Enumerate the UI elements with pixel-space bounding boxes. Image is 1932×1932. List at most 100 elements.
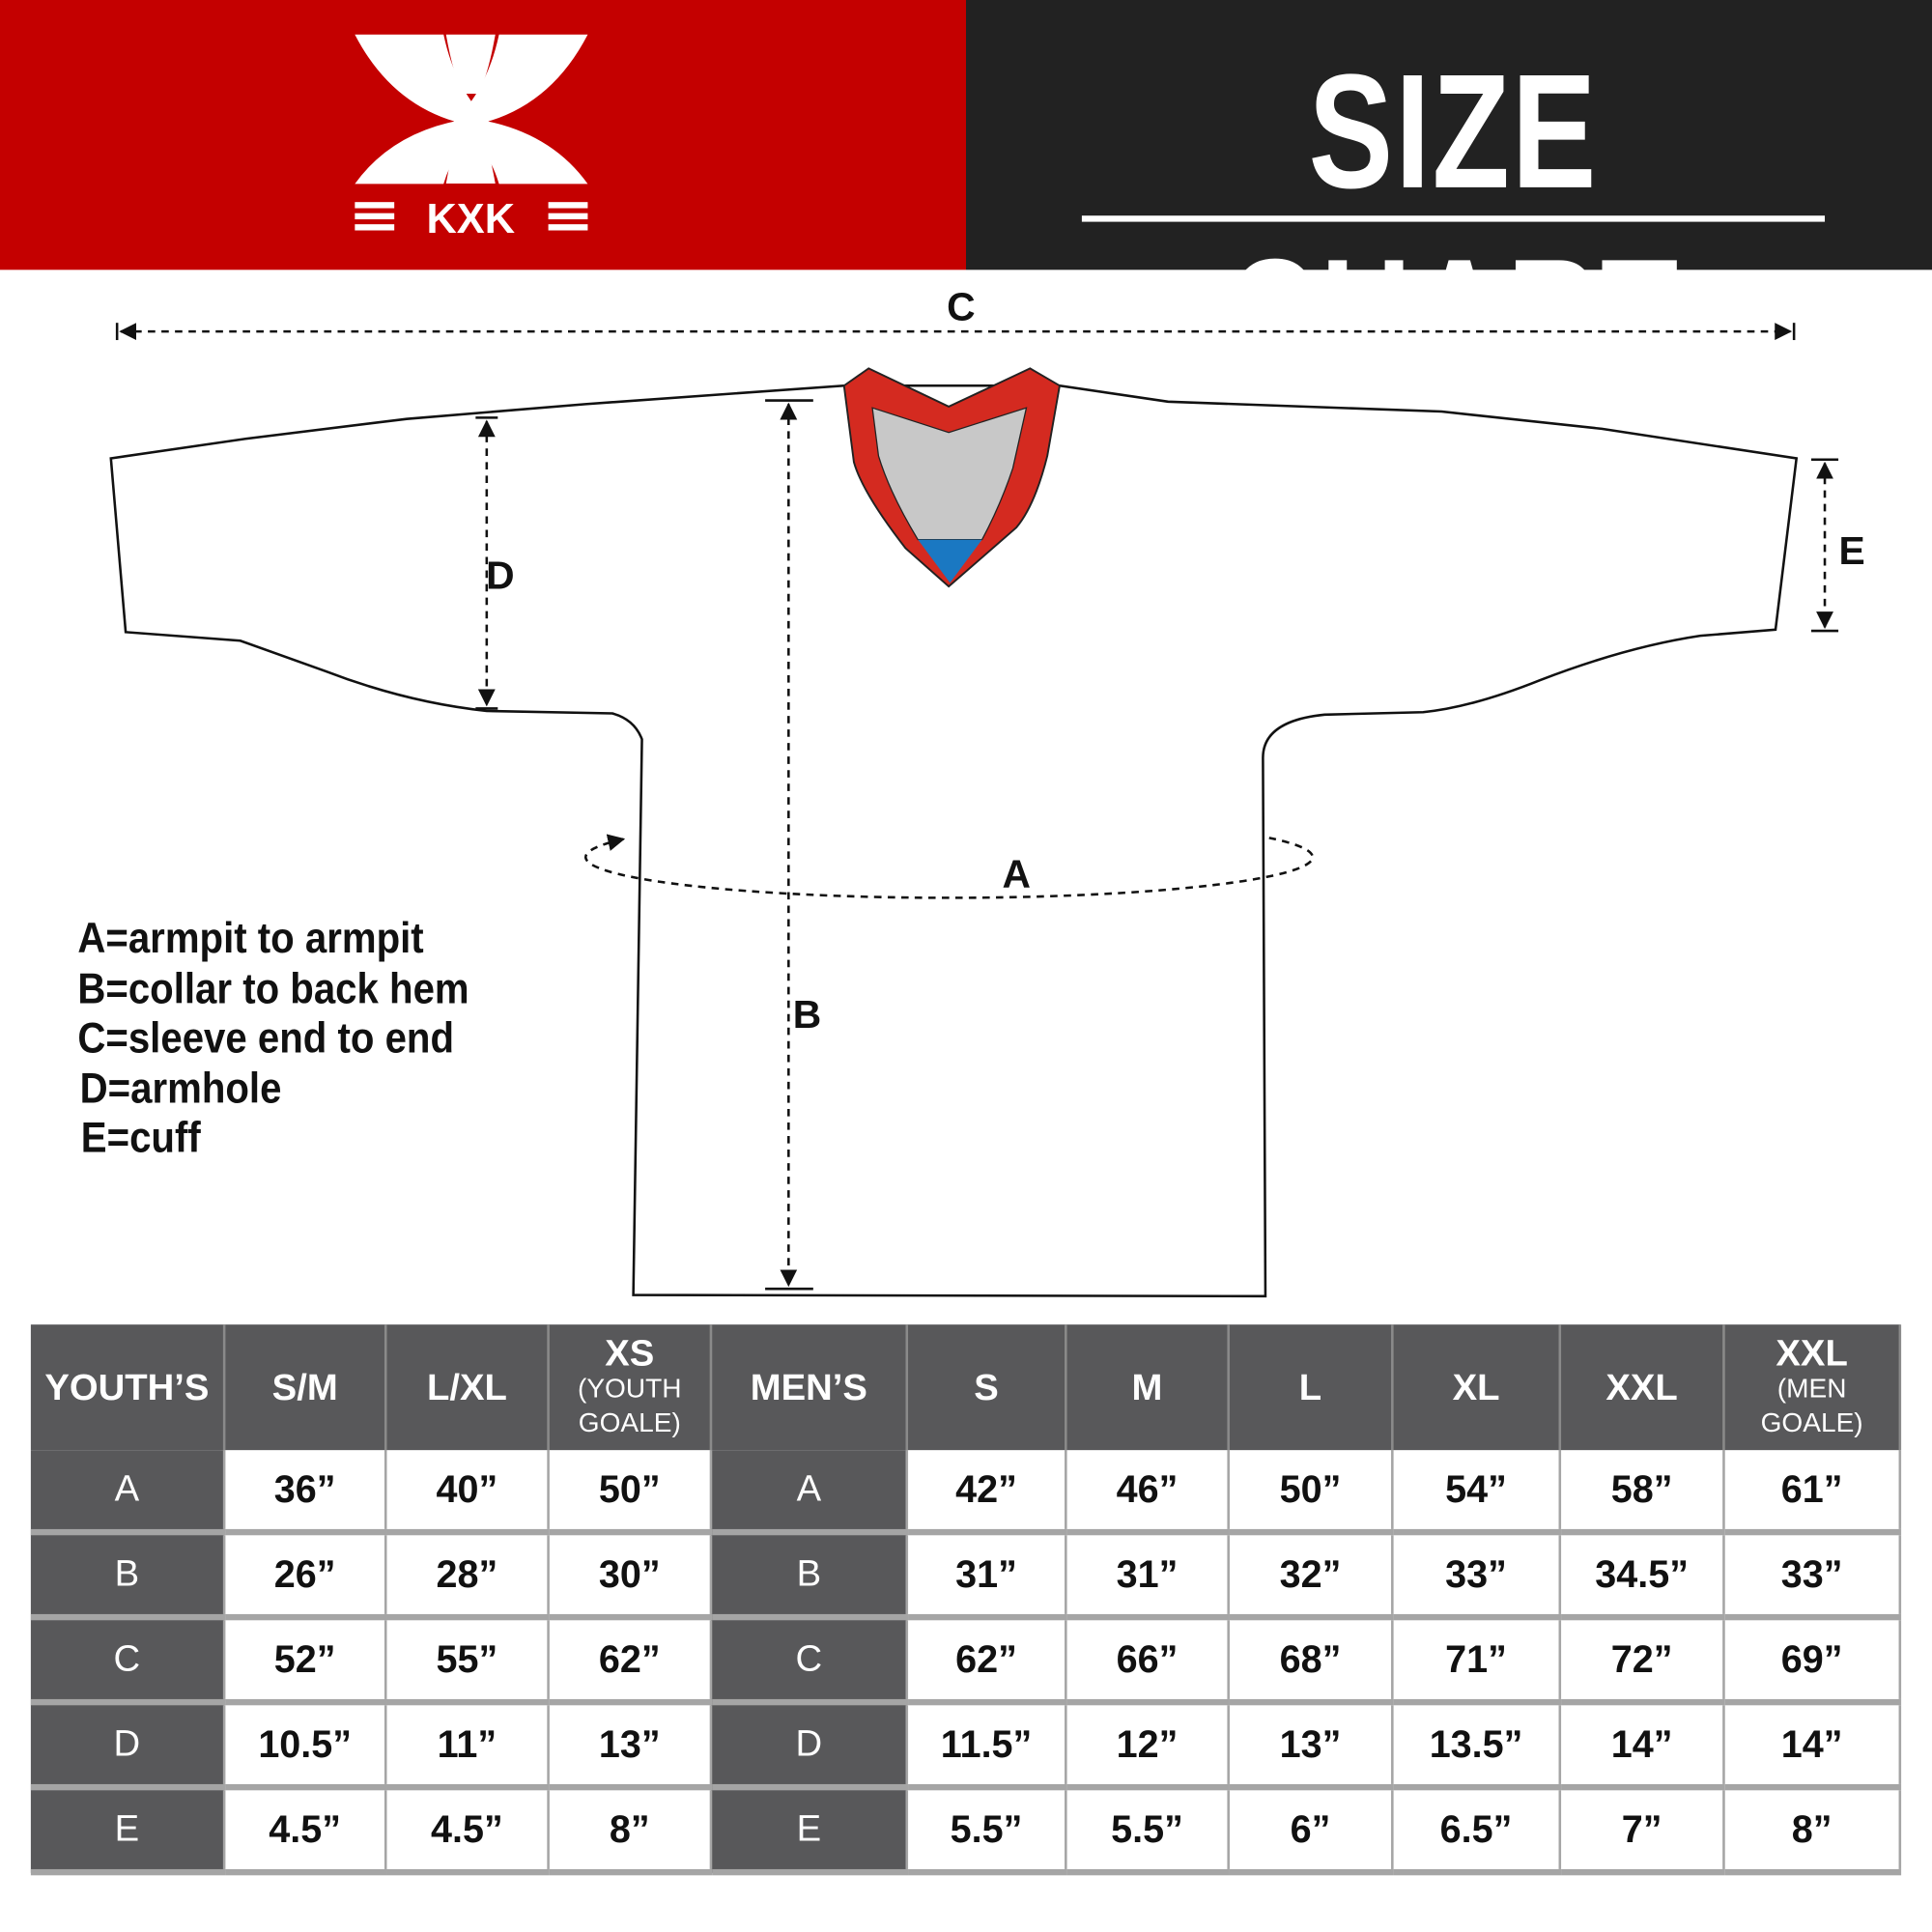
row-label: B	[30, 1532, 226, 1621]
kxk-logo: KXK	[355, 34, 588, 242]
table-cell: 6.5”	[1392, 1787, 1562, 1876]
legend-item: A=armpit to armpit	[77, 914, 424, 963]
table-cell: 13.5”	[1392, 1702, 1562, 1791]
table-cell: 62”	[548, 1617, 713, 1706]
row-label: D	[710, 1702, 909, 1791]
table-cell: 33”	[1723, 1532, 1902, 1621]
column-header: S	[906, 1324, 1067, 1451]
column-header: XS (YOUTH GOALE)	[548, 1324, 713, 1451]
table-cell: 6”	[1228, 1787, 1394, 1876]
label-c: C	[947, 285, 975, 329]
table-cell: 69”	[1723, 1617, 1902, 1706]
table-cell: 11”	[385, 1702, 550, 1791]
column-header-label: XS	[605, 1332, 655, 1374]
table-cell: 50”	[1228, 1450, 1394, 1536]
column-header: XXL (MEN GOALE)	[1723, 1324, 1902, 1451]
label-b: B	[793, 992, 821, 1037]
table-cell: 14”	[1559, 1702, 1725, 1791]
row-label: A	[30, 1450, 226, 1536]
column-header: XXL	[1559, 1324, 1725, 1451]
table-cell: 13”	[548, 1702, 713, 1791]
collar	[842, 367, 1061, 588]
table-cell: 52”	[224, 1617, 387, 1706]
table-row: B 26” 28” 30” B 31” 31” 32” 33” 34.5” 33”	[30, 1532, 1902, 1621]
dimension-a-ellipse	[584, 834, 1315, 899]
column-header-sub: (YOUTH GOALE)	[577, 1372, 682, 1437]
men-header: MEN’S	[710, 1324, 909, 1451]
column-header-label: L	[1298, 1367, 1322, 1408]
table-cell: 55”	[385, 1617, 550, 1706]
table-cell: 72”	[1559, 1617, 1725, 1706]
table-cell: 46”	[1065, 1450, 1230, 1536]
title-underline	[1081, 215, 1826, 222]
table-cell: 42”	[906, 1450, 1067, 1536]
jersey-diagram: C D B A E	[109, 285, 1865, 1298]
table-cell: 8”	[1723, 1787, 1902, 1876]
label-a: A	[1003, 851, 1031, 895]
table-cell: 54”	[1392, 1450, 1562, 1536]
table-cell: 5.5”	[1065, 1787, 1230, 1876]
table-cell: 14”	[1723, 1702, 1902, 1791]
svg-text:KXK: KXK	[426, 196, 515, 242]
jersey-outline	[109, 384, 1799, 1298]
column-header: L	[1228, 1324, 1394, 1451]
label-e: E	[1838, 528, 1864, 573]
table-row: A 36” 40” 50” A 42” 46” 50” 54” 58” 61”	[30, 1450, 1902, 1536]
table-cell: 71”	[1392, 1617, 1562, 1706]
table-cell: 26”	[224, 1532, 387, 1621]
column-header-label: XL	[1452, 1367, 1500, 1408]
row-label: C	[30, 1617, 226, 1706]
row-label: E	[710, 1787, 909, 1876]
table-cell: 4.5”	[224, 1787, 387, 1876]
header-title-panel	[965, 0, 1932, 270]
size-table: YOUTH’S S/M L/XL XS (YOUTH GOALE) MEN’S S M L XL X…	[30, 1324, 1902, 1876]
table-cell: 28”	[385, 1532, 550, 1621]
table-cell: 62”	[906, 1617, 1067, 1706]
column-header-label: M	[1131, 1367, 1163, 1408]
column-header-label: YOUTH’S	[44, 1367, 210, 1408]
table-cell: 10.5”	[224, 1702, 387, 1791]
table-row: E 4.5” 4.5” 8” E 5.5” 5.5” 6” 6.5” 7” 8”	[30, 1787, 1902, 1876]
measurement-legend: A=armpit to armpit B=collar to back hem …	[77, 914, 512, 1163]
legend-item: B=collar to back hem	[77, 964, 469, 1012]
row-label: C	[710, 1617, 909, 1706]
table-cell: 13”	[1228, 1702, 1394, 1791]
header-brand-panel: KXK	[0, 0, 966, 270]
table-cell: 68”	[1228, 1617, 1394, 1706]
table-cell: 34.5”	[1559, 1532, 1725, 1621]
table-cell: 30”	[548, 1532, 713, 1621]
table-cell: 40”	[385, 1450, 550, 1536]
column-header: S/M	[224, 1324, 387, 1451]
column-header: XL	[1392, 1324, 1562, 1451]
table-cell: 12”	[1065, 1702, 1230, 1791]
table-cell: 50”	[548, 1450, 713, 1536]
table-cell: 31”	[906, 1532, 1067, 1621]
column-header-label: S	[974, 1367, 999, 1408]
table-header-row: YOUTH’S S/M L/XL XS (YOUTH GOALE) MEN’S S M L XL X…	[30, 1324, 1902, 1451]
table-cell: 66”	[1065, 1617, 1230, 1706]
table-cell: 31”	[1065, 1532, 1230, 1621]
table-row: C 52” 55” 62” C 62” 66” 68” 71” 72” 69”	[30, 1617, 1902, 1706]
column-header: L/XL	[385, 1324, 550, 1451]
row-label: D	[30, 1702, 226, 1791]
table-cell: 8”	[548, 1787, 713, 1876]
legend-item: C=sleeve end to end	[77, 1013, 454, 1063]
column-header-label: MEN’S	[750, 1367, 867, 1408]
column-header-sub: (MEN GOALE)	[1760, 1372, 1863, 1437]
row-label: B	[710, 1532, 909, 1621]
table-cell: 11.5”	[906, 1702, 1067, 1791]
column-header-label: L/XL	[426, 1367, 507, 1408]
table-row: D 10.5” 11” 13” D 11.5” 12” 13” 13.5” 14” 14”	[30, 1702, 1902, 1791]
label-d: D	[486, 554, 514, 598]
legend-item: E=cuff	[80, 1114, 201, 1162]
table-cell: 7”	[1559, 1787, 1725, 1876]
column-header-label: S/M	[271, 1367, 338, 1408]
legend-item: D=armhole	[79, 1064, 282, 1113]
row-label: E	[30, 1787, 226, 1876]
table-cell: 5.5”	[906, 1787, 1067, 1876]
table-cell: 4.5”	[385, 1787, 550, 1876]
page-title: SIZE CHART	[1226, 41, 1681, 407]
table-cell: 61”	[1723, 1450, 1902, 1536]
table-cell: 33”	[1392, 1532, 1562, 1621]
